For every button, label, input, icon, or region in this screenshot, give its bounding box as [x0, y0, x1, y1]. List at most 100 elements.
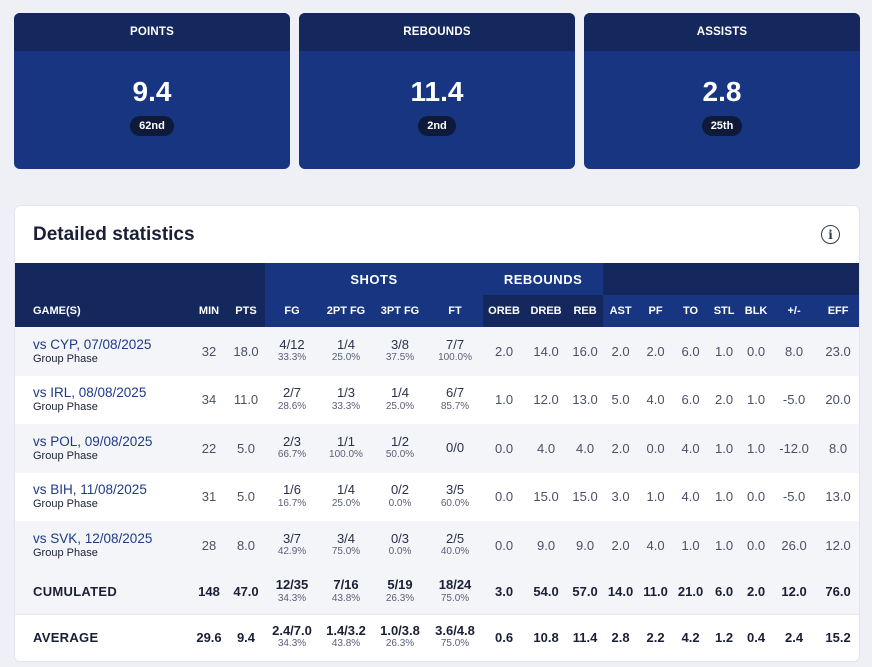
- shot-percentage: 60.0%: [440, 497, 470, 509]
- col-stl[interactable]: STL: [708, 295, 741, 327]
- cell-min: 34: [191, 375, 227, 424]
- cell-dreb: 54.0: [525, 569, 568, 615]
- col-oreb[interactable]: OREB: [483, 295, 526, 327]
- col-to[interactable]: TO: [673, 295, 709, 327]
- col-games[interactable]: GAME(S): [15, 295, 191, 327]
- points-card-label: POINTS: [14, 13, 290, 51]
- cell-pf: 1.0: [638, 472, 674, 521]
- cell-pm: -5.0: [772, 472, 817, 521]
- cell-blk: 0.0: [740, 521, 773, 570]
- shot-made-attempted: 1/4: [390, 385, 410, 401]
- col-plus-minus[interactable]: +/-: [772, 295, 817, 327]
- cell-eff: 15.2: [816, 614, 859, 660]
- game-row[interactable]: vs IRL, 08/08/2025 Group Phase 34 11.0 2/7 28…: [15, 375, 859, 424]
- col-dreb[interactable]: DREB: [525, 295, 568, 327]
- shot-made-attempted: 4/12: [279, 336, 305, 352]
- shots-group-header: SHOTS: [265, 263, 484, 295]
- stat-cards: POINTS 9.4 62nd REBOUNDS 11.4 2nd ASSIST…: [14, 13, 860, 169]
- shot-percentage: 37.5%: [385, 352, 415, 364]
- cell-pm: 8.0: [772, 327, 817, 376]
- cell-fg2: 1/3 33.3%: [319, 375, 373, 424]
- cell-fg: 2.4/7.0 34.3%: [265, 614, 319, 660]
- cell-oreb: 3.0: [483, 569, 526, 615]
- points-card: POINTS 9.4 62nd: [14, 13, 290, 169]
- game-row[interactable]: vs CYP, 07/08/2025 Group Phase 32 18.0 4/12 3…: [15, 327, 859, 376]
- cell-ast: 5.0: [603, 375, 639, 424]
- game-opponent-link[interactable]: vs CYP, 07/08/2025: [33, 336, 152, 352]
- col-fg[interactable]: FG: [265, 295, 319, 327]
- game-row[interactable]: vs POL, 09/08/2025 Group Phase 22 5.0 2/3 66.…: [15, 424, 859, 473]
- col-ast[interactable]: AST: [603, 295, 639, 327]
- cell-fg: 3/7 42.9%: [265, 521, 319, 570]
- cell-ast: 14.0: [603, 569, 639, 615]
- game-opponent-link[interactable]: vs IRL, 08/08/2025: [33, 385, 147, 401]
- cell-pf: 2.2: [638, 614, 674, 660]
- cell-pts: 18.0: [227, 327, 265, 376]
- cell-pts: 9.4: [227, 614, 265, 660]
- game-row[interactable]: vs SVK, 12/08/2025 Group Phase 28 8.0 3/7 42.…: [15, 521, 859, 570]
- cell-fg2: 3/4 75.0%: [319, 521, 373, 570]
- cell-reb: 13.0: [567, 375, 604, 424]
- game-opponent-link[interactable]: vs SVK, 12/08/2025: [33, 530, 153, 546]
- cell-dreb: 15.0: [525, 472, 568, 521]
- cell-ast: 3.0: [603, 472, 639, 521]
- shot-percentage: 33.3%: [331, 400, 361, 412]
- cell-to: 6.0: [673, 327, 709, 376]
- col-3pt-fg[interactable]: 3PT FG: [373, 295, 427, 327]
- shot-made-attempted: 1.0/3.8: [380, 622, 420, 638]
- points-card-value: 9.4: [132, 76, 172, 107]
- assists-card: ASSISTS 2.8 25th: [584, 13, 860, 169]
- col-min[interactable]: MIN: [191, 295, 227, 327]
- cell-fg2: 1/1 100.0%: [319, 424, 373, 473]
- cell-fg2: 1.4/3.2 43.8%: [319, 614, 373, 660]
- shot-percentage: 33.3%: [277, 352, 307, 364]
- cell-fg: 1/6 16.7%: [265, 472, 319, 521]
- cell-blk: 0.4: [740, 614, 773, 660]
- cell-game[interactable]: vs BIH, 11/08/2025 Group Phase: [15, 472, 191, 521]
- cell-game[interactable]: vs POL, 09/08/2025 Group Phase: [15, 424, 191, 473]
- shot-made-attempted: 12/35: [275, 577, 309, 593]
- cell-pts: 11.0: [227, 375, 265, 424]
- col-eff[interactable]: EFF: [816, 295, 859, 327]
- game-phase: Group Phase: [33, 449, 98, 462]
- shot-percentage: 50.0%: [385, 449, 415, 461]
- game-opponent-link[interactable]: vs BIH, 11/08/2025: [33, 482, 147, 498]
- game-row[interactable]: vs BIH, 11/08/2025 Group Phase 31 5.0 1/6 16.…: [15, 472, 859, 521]
- shot-made-attempted: 1/4: [336, 482, 356, 498]
- assists-card-value: 2.8: [702, 76, 742, 107]
- cell-to: 4.2: [673, 614, 709, 660]
- cell-to: 1.0: [673, 521, 709, 570]
- cell-stl: 1.0: [708, 327, 741, 376]
- cell-ft: 3/5 60.0%: [427, 472, 484, 521]
- col-pf[interactable]: PF: [638, 295, 674, 327]
- col-reb[interactable]: REB: [567, 295, 604, 327]
- col-blk[interactable]: BLK: [740, 295, 773, 327]
- col-ft[interactable]: FT: [427, 295, 484, 327]
- shot-percentage: 40.0%: [440, 546, 470, 558]
- cell-dreb: 9.0: [525, 521, 568, 570]
- cell-oreb: 2.0: [483, 327, 526, 376]
- cell-game[interactable]: vs IRL, 08/08/2025 Group Phase: [15, 375, 191, 424]
- cell-pts: 5.0: [227, 424, 265, 473]
- cell-pf: 11.0: [638, 569, 674, 615]
- shot-percentage: 66.7%: [277, 449, 307, 461]
- cell-reb: 15.0: [567, 472, 604, 521]
- col-2pt-fg[interactable]: 2PT FG: [319, 295, 373, 327]
- rebounds-card-rank-badge: 2nd: [418, 116, 456, 136]
- cell-pf: 0.0: [638, 424, 674, 473]
- cell-game[interactable]: vs SVK, 12/08/2025 Group Phase: [15, 521, 191, 570]
- cell-pts: 47.0: [227, 569, 265, 615]
- shot-percentage: 43.8%: [331, 592, 361, 604]
- cell-game: AVERAGE: [15, 614, 191, 660]
- cell-to: 4.0: [673, 472, 709, 521]
- info-icon[interactable]: i: [821, 225, 840, 244]
- cell-fg3: 0/3 0.0%: [373, 521, 427, 570]
- cell-ast: 2.0: [603, 424, 639, 473]
- col-pts[interactable]: PTS: [227, 295, 265, 327]
- cell-game[interactable]: vs CYP, 07/08/2025 Group Phase: [15, 327, 191, 376]
- shot-made-attempted: 7/16: [333, 577, 359, 593]
- cell-oreb: 0.6: [483, 614, 526, 660]
- game-opponent-link[interactable]: vs POL, 09/08/2025: [33, 433, 153, 449]
- cell-dreb: 4.0: [525, 424, 568, 473]
- shot-made-attempted: 1/2: [390, 433, 410, 449]
